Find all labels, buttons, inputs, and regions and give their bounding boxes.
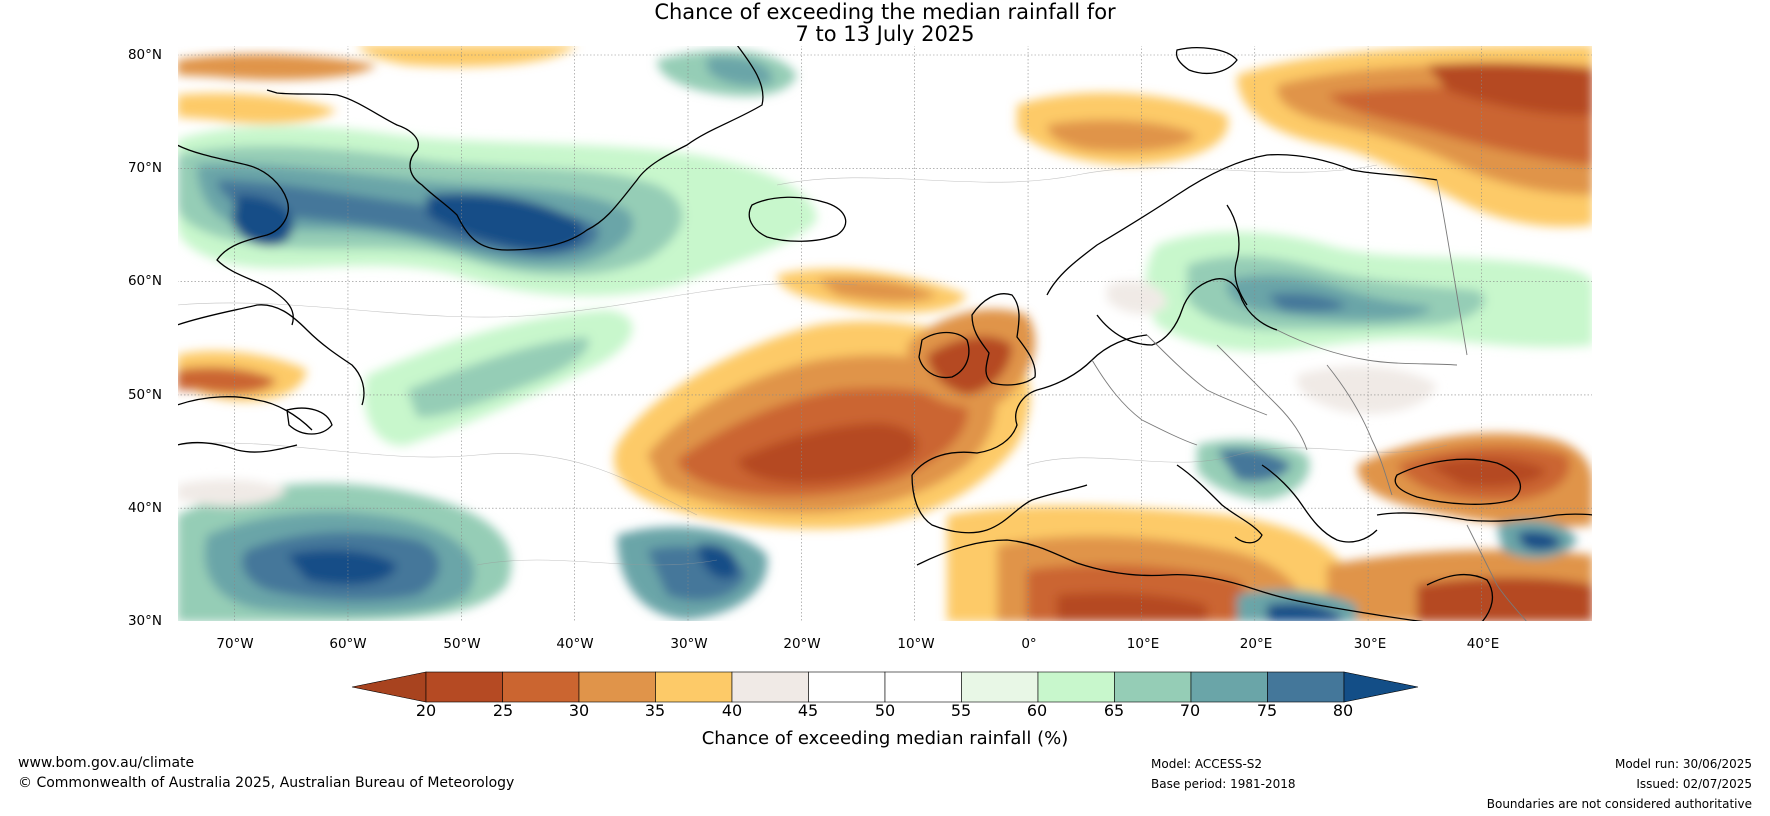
lon-label-50w: 50°W — [443, 636, 481, 652]
lon-label-0: 0° — [1021, 636, 1037, 652]
model-run-date: Model run: 30/06/2025 — [1614, 757, 1752, 771]
copyright-text: © Commonwealth of Australia 2025, Austra… — [18, 775, 515, 791]
boundaries-disclaimer: Boundaries are not considered authoritat… — [1486, 797, 1752, 811]
lat-label-50n: 50°N — [127, 387, 162, 403]
lon-label-40e: 40°E — [1466, 636, 1500, 652]
contour-lines — [177, 164, 1448, 566]
probability-field — [177, 45, 1593, 622]
colorbar-bin — [884, 671, 962, 703]
colorbar-label: Chance of exceeding median rainfall (%) — [701, 728, 1069, 749]
country-borders — [1091, 179, 1528, 622]
colorbar-tick-40: 40 — [721, 701, 743, 720]
lat-label-80n: 80°N — [127, 47, 162, 63]
lon-label-40w: 40°W — [556, 636, 594, 652]
coastlines — [177, 45, 1593, 622]
lon-label-30w: 30°W — [670, 636, 708, 652]
issued-date: Issued: 02/07/2025 — [1636, 777, 1752, 791]
colorbar-bin — [1037, 671, 1115, 703]
colorbar-tick-75: 75 — [1256, 701, 1278, 720]
colorbar-tick-45: 45 — [797, 701, 819, 720]
colorbar-bin — [1190, 671, 1268, 703]
colorbar-bin — [731, 671, 809, 703]
colorbar-tick-55: 55 — [950, 701, 972, 720]
colorbar-tick-35: 35 — [644, 701, 666, 720]
lon-label-20w: 20°W — [783, 636, 821, 652]
lon-label-70w: 70°W — [216, 636, 254, 652]
colorbar-bin — [808, 671, 886, 703]
lon-label-20e: 20°E — [1239, 636, 1273, 652]
colorbar-under-arrow — [351, 671, 427, 703]
map-title-line-1: Chance of exceeding the median rainfall … — [654, 0, 1116, 24]
colorbar-tick-25: 25 — [492, 701, 514, 720]
colorbar-tick-20: 20 — [415, 701, 437, 720]
colorbar-tick-65: 65 — [1103, 701, 1125, 720]
colorbar-tick-50: 50 — [874, 701, 896, 720]
rainfall-probability-map[interactable] — [177, 45, 1593, 622]
lon-label-10e: 10°E — [1126, 636, 1160, 652]
lon-label-10w: 10°W — [897, 636, 935, 652]
colorbar-bin — [1267, 671, 1345, 703]
colorbar-tick-30: 30 — [568, 701, 590, 720]
colorbar-tick-70: 70 — [1179, 701, 1201, 720]
colorbar-bin — [961, 671, 1039, 703]
lat-label-60n: 60°N — [127, 273, 162, 289]
colorbar-bin — [578, 671, 656, 703]
colorbar — [351, 671, 1419, 703]
model-name: Model: ACCESS-S2 — [1151, 757, 1263, 771]
colorbar-tick-60: 60 — [1026, 701, 1048, 720]
lon-label-30e: 30°E — [1353, 636, 1387, 652]
lon-label-60w: 60°W — [329, 636, 367, 652]
lat-label-70n: 70°N — [127, 160, 162, 176]
map-title-line-2: 7 to 13 July 2025 — [795, 22, 975, 46]
map-border — [177, 45, 1593, 622]
colorbar-bin — [1114, 671, 1192, 703]
colorbar-bin — [502, 671, 580, 703]
colorbar-bin — [425, 671, 503, 703]
lat-label-30n: 30°N — [127, 613, 162, 629]
colorbar-bin — [655, 671, 733, 703]
base-period: Base period: 1981-2018 — [1151, 777, 1296, 791]
lat-label-40n: 40°N — [127, 500, 162, 516]
colorbar-tick-80: 80 — [1332, 701, 1354, 720]
colorbar-over-arrow — [1343, 671, 1419, 703]
website-link[interactable]: www.bom.gov.au/climate — [18, 755, 195, 771]
